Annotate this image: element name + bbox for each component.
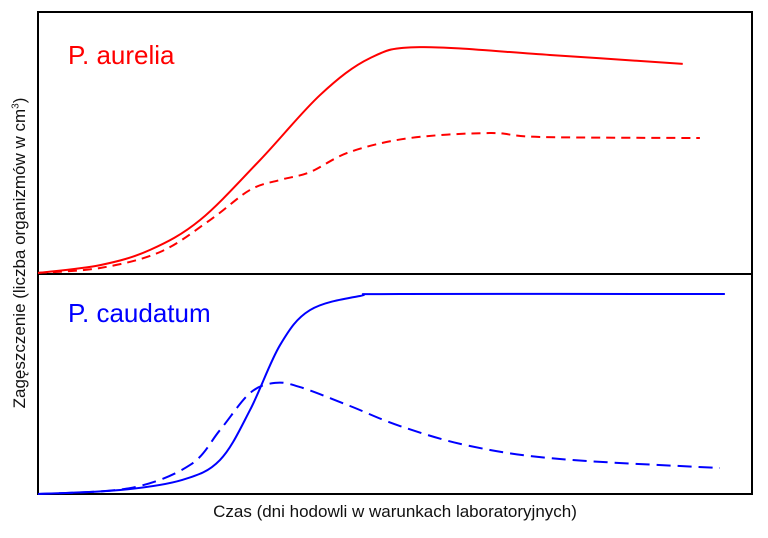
y-axis-label: Zagęszczenie (liczba organizmów w cm3) bbox=[10, 98, 30, 409]
plot-frame bbox=[37, 11, 753, 495]
y-axis-label-superscript: 3 bbox=[10, 103, 22, 109]
x-axis-label: Czas (dni hodowli w warunkach laboratory… bbox=[213, 502, 577, 521]
y-axis-label-end: ) bbox=[10, 97, 29, 104]
panel-title-p-aurelia: P. aurelia bbox=[68, 40, 175, 70]
series-line-aurelia-dashed bbox=[37, 132, 700, 274]
series-line-aurelia-solid bbox=[37, 46, 683, 274]
series-line-caudatum-dashed bbox=[37, 381, 720, 495]
series-line-caudatum-solid bbox=[37, 292, 725, 495]
y-axis-label-text: Zagęszczenie (liczba organizmów w cm bbox=[10, 108, 29, 409]
panel-title-p-caudatum: P. caudatum bbox=[68, 298, 211, 328]
